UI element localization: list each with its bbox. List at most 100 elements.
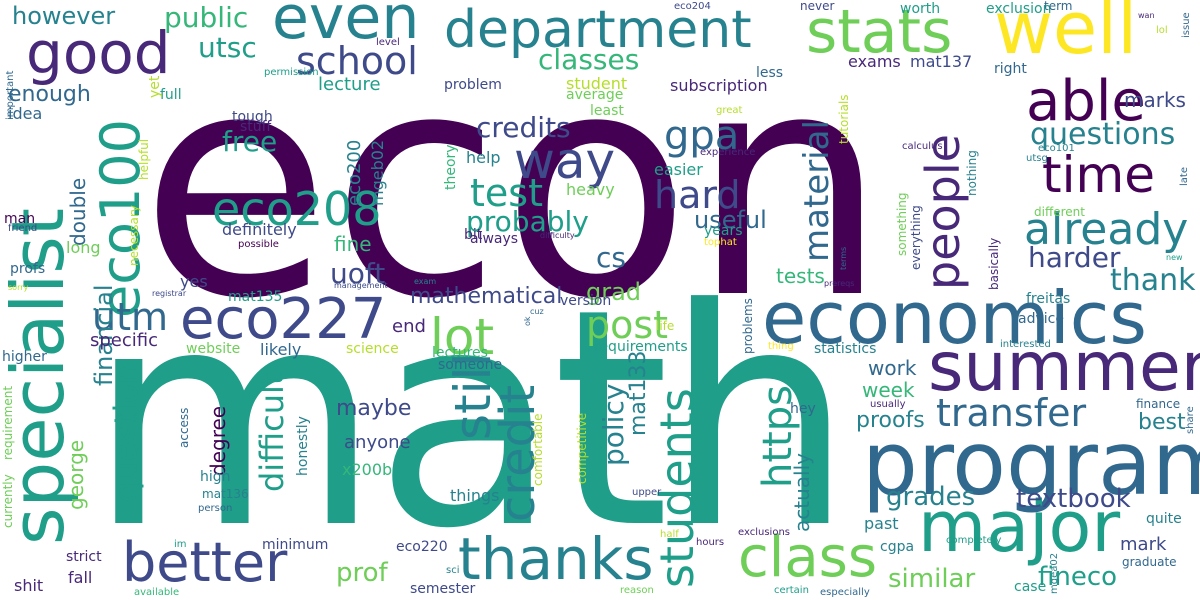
word-fine: fine bbox=[334, 232, 372, 256]
word-helpful: helpful bbox=[137, 138, 151, 180]
word-economics: economics bbox=[762, 276, 1147, 360]
word-classes: classes bbox=[538, 43, 640, 76]
word-material: material bbox=[797, 120, 837, 262]
word-yet: yet bbox=[147, 75, 163, 98]
word-average: average bbox=[566, 87, 624, 103]
word-hours: hours bbox=[696, 537, 725, 548]
word-possible: possible bbox=[238, 239, 279, 250]
word-sorry: sorry bbox=[8, 283, 29, 292]
word-mat135: mat135 bbox=[228, 289, 283, 305]
word-lot: lot bbox=[430, 308, 495, 366]
word-comfortable: comfortable bbox=[531, 413, 545, 486]
word-questions: questions bbox=[1030, 117, 1176, 152]
word-cs: cs bbox=[596, 241, 626, 274]
word-marks: marks bbox=[1124, 88, 1186, 112]
word-exclusions: exclusions bbox=[738, 527, 790, 538]
word-honestly: honestly bbox=[295, 416, 311, 476]
word-everything: everything bbox=[909, 205, 923, 270]
word-basically: basically bbox=[987, 237, 1001, 290]
word-great: great bbox=[716, 105, 743, 116]
word-worth: worth bbox=[900, 1, 941, 17]
word-harder: harder bbox=[1028, 241, 1121, 274]
word-upper: upper bbox=[632, 487, 662, 498]
word-science: science bbox=[346, 341, 399, 357]
word-mat137: mat137 bbox=[910, 52, 973, 71]
word-eco204: eco204 bbox=[674, 1, 711, 12]
word-sci: sci bbox=[446, 565, 460, 576]
word-life: life bbox=[656, 319, 675, 333]
word-freitas: freitas bbox=[1026, 291, 1071, 307]
word-access: access bbox=[177, 407, 191, 448]
word-half: half bbox=[660, 529, 679, 540]
word-grad: grad bbox=[586, 278, 642, 306]
word-especially: especially bbox=[820, 587, 870, 598]
word-bit: bit bbox=[464, 227, 483, 243]
word-difficult: difficult bbox=[253, 372, 291, 492]
word-test: test bbox=[470, 171, 543, 215]
word-finance: finance bbox=[1136, 397, 1181, 411]
word-math: math bbox=[88, 245, 854, 594]
word-thing: thing bbox=[768, 341, 794, 352]
word-hey: hey bbox=[790, 401, 816, 417]
word-exams: exams bbox=[848, 52, 901, 71]
word-well: well bbox=[994, 0, 1138, 70]
word-someone: someone bbox=[438, 357, 503, 373]
word-permission: permission bbox=[264, 67, 319, 78]
word-mathematical: mathematical bbox=[410, 284, 563, 309]
word-shit: shit bbox=[14, 576, 44, 595]
word-level: level bbox=[376, 37, 400, 48]
word-terms: terms bbox=[839, 246, 848, 270]
word-share: share bbox=[1185, 406, 1196, 434]
word-always: always bbox=[470, 231, 519, 247]
word-issue: issue bbox=[1181, 12, 1192, 38]
word-mat133: mat133 bbox=[626, 350, 651, 436]
word-important: important bbox=[5, 70, 16, 120]
word-calculus: calculus bbox=[902, 141, 943, 152]
word-graduate: graduate bbox=[1122, 555, 1177, 569]
word-problems: problems bbox=[741, 298, 755, 354]
word-management: management bbox=[334, 281, 388, 290]
word-eco101: eco101 bbox=[1038, 143, 1075, 154]
word-enough: enough bbox=[8, 82, 91, 107]
word-past: past bbox=[864, 514, 899, 533]
word-stuff: stuff bbox=[240, 119, 272, 135]
word-usually: usually bbox=[870, 399, 906, 410]
word-higher: higher bbox=[2, 349, 47, 365]
word-reason: reason bbox=[620, 585, 654, 596]
word-wan: wan bbox=[1138, 11, 1155, 20]
word-tophat: tophat bbox=[704, 237, 737, 248]
word-available: available bbox=[134, 587, 180, 598]
word-interested: interested bbox=[1000, 339, 1051, 350]
word-im: im bbox=[174, 539, 187, 550]
word-nothing: nothing bbox=[965, 150, 979, 196]
word-x200b: x200b bbox=[342, 460, 393, 479]
word-stats: stats bbox=[806, 0, 953, 67]
word-requirement: requirement bbox=[1, 385, 15, 460]
word-end: end bbox=[392, 316, 426, 337]
word-week: week bbox=[862, 378, 915, 402]
word-policy: policy bbox=[597, 383, 630, 466]
word-free: free bbox=[222, 125, 278, 158]
word-textbook: textbook bbox=[1016, 484, 1131, 514]
word-student: student bbox=[566, 74, 628, 93]
word-however: however bbox=[12, 2, 116, 30]
word-thank: thank bbox=[1110, 263, 1196, 298]
word-george: george bbox=[64, 439, 88, 510]
word-exam: exam bbox=[414, 277, 437, 286]
word-mgea02: mgea02 bbox=[1049, 552, 1060, 594]
word-things: things bbox=[450, 486, 500, 505]
word-ok: ok bbox=[523, 316, 532, 326]
word-transfer: transfer bbox=[936, 391, 1087, 435]
word-actually: actually bbox=[790, 453, 814, 532]
word-fall: fall bbox=[68, 568, 93, 587]
word-strict: strict bbox=[66, 549, 102, 565]
word-currently: currently bbox=[1, 474, 15, 528]
word-department: department bbox=[444, 0, 752, 60]
word-easier: easier bbox=[654, 160, 703, 179]
word-able: able bbox=[1026, 69, 1146, 134]
word-requirements: requirements bbox=[594, 339, 688, 355]
word-uoft: uoft bbox=[330, 257, 386, 290]
word-anyone: anyone bbox=[344, 432, 411, 453]
word-tough: tough bbox=[232, 109, 273, 125]
word-thanks: thanks bbox=[458, 525, 654, 593]
